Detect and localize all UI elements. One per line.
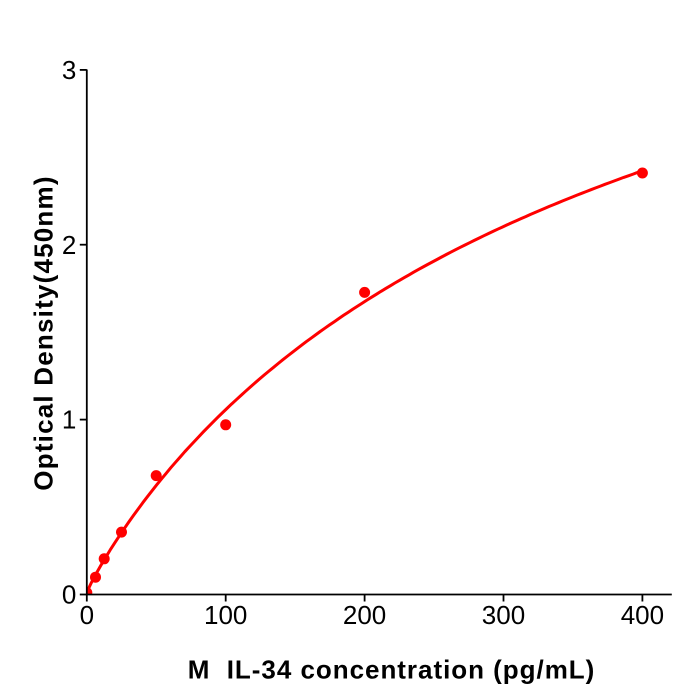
svg-text:M IL-34 concentration (pg/mL): M IL-34 concentration (pg/mL) <box>188 654 596 684</box>
svg-text:400: 400 <box>621 600 664 630</box>
svg-text:0: 0 <box>62 580 76 610</box>
svg-text:100: 100 <box>204 600 247 630</box>
svg-text:1: 1 <box>62 405 76 435</box>
svg-text:2: 2 <box>62 230 76 260</box>
svg-text:0: 0 <box>80 600 94 630</box>
svg-text:300: 300 <box>482 600 525 630</box>
svg-text:3: 3 <box>62 55 76 85</box>
svg-text:200: 200 <box>343 600 386 630</box>
svg-text:Optical Density(450nm): Optical Density(450nm) <box>29 175 59 490</box>
